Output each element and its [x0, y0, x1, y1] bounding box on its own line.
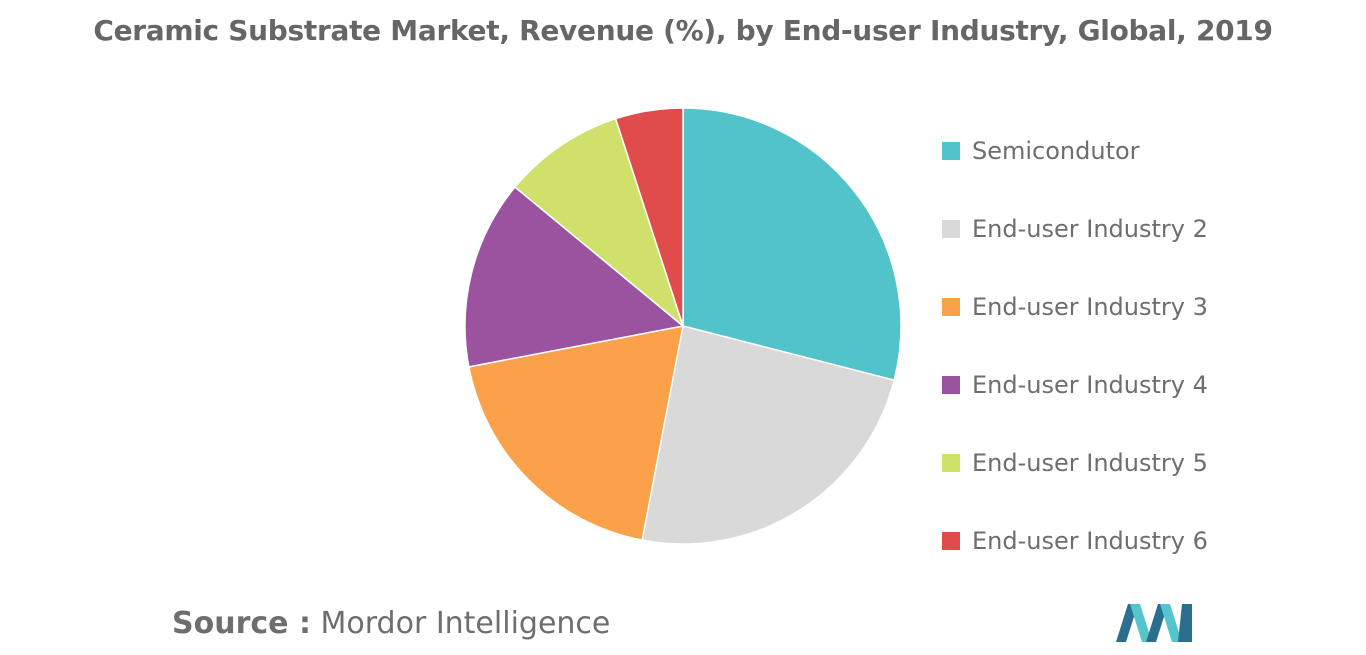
- pie-slice-end-user-industry-4: [464, 185, 685, 368]
- legend-item-end-user-industry-6: End-user Industry 6: [942, 502, 1208, 580]
- legend-label: End-user Industry 2: [972, 215, 1208, 243]
- legend-swatch: [942, 142, 960, 160]
- logo-shape: [1146, 604, 1168, 642]
- legend-label: End-user Industry 4: [972, 371, 1208, 399]
- legend-label: End-user Industry 5: [972, 449, 1208, 477]
- chart-title: Ceramic Substrate Market, Revenue (%), b…: [93, 14, 1273, 47]
- legend-item-end-user-industry-3: End-user Industry 3: [942, 268, 1208, 346]
- pie-slice-semicondutor: [682, 107, 902, 382]
- logo-shape: [1178, 604, 1192, 642]
- source-text: Mordor Intelligence: [320, 606, 611, 641]
- logo-shape: [1130, 604, 1152, 642]
- legend-label: End-user Industry 3: [972, 293, 1208, 321]
- mordor-intelligence-logo-icon: [1116, 604, 1192, 642]
- pie-slice-end-user-industry-5: [513, 117, 685, 329]
- source-credit: Source : Mordor Intelligence: [172, 606, 610, 641]
- legend-swatch: [942, 532, 960, 550]
- legend-item-end-user-industry-2: End-user Industry 2: [942, 190, 1208, 268]
- legend-swatch: [942, 220, 960, 238]
- pie-slices: [464, 107, 902, 545]
- legend-item-semicondutor: Semicondutor: [942, 112, 1208, 190]
- legend-item-end-user-industry-4: End-user Industry 4: [942, 346, 1208, 424]
- legend-swatch: [942, 454, 960, 472]
- source-label: Source :: [172, 606, 311, 641]
- legend-label: End-user Industry 6: [972, 527, 1208, 555]
- legend-item-end-user-industry-5: End-user Industry 5: [942, 424, 1208, 502]
- legend-label: Semicondutor: [972, 137, 1140, 165]
- logo-shape: [1116, 604, 1138, 642]
- pie-slice-end-user-industry-3: [467, 325, 684, 542]
- legend: Semicondutor End-user Industry 2 End-use…: [942, 112, 1208, 580]
- legend-swatch: [942, 376, 960, 394]
- legend-swatch: [942, 298, 960, 316]
- logo-shape: [1160, 604, 1182, 642]
- pie-slice-end-user-industry-6: [614, 107, 684, 327]
- pie-slice-end-user-industry-2: [641, 325, 896, 545]
